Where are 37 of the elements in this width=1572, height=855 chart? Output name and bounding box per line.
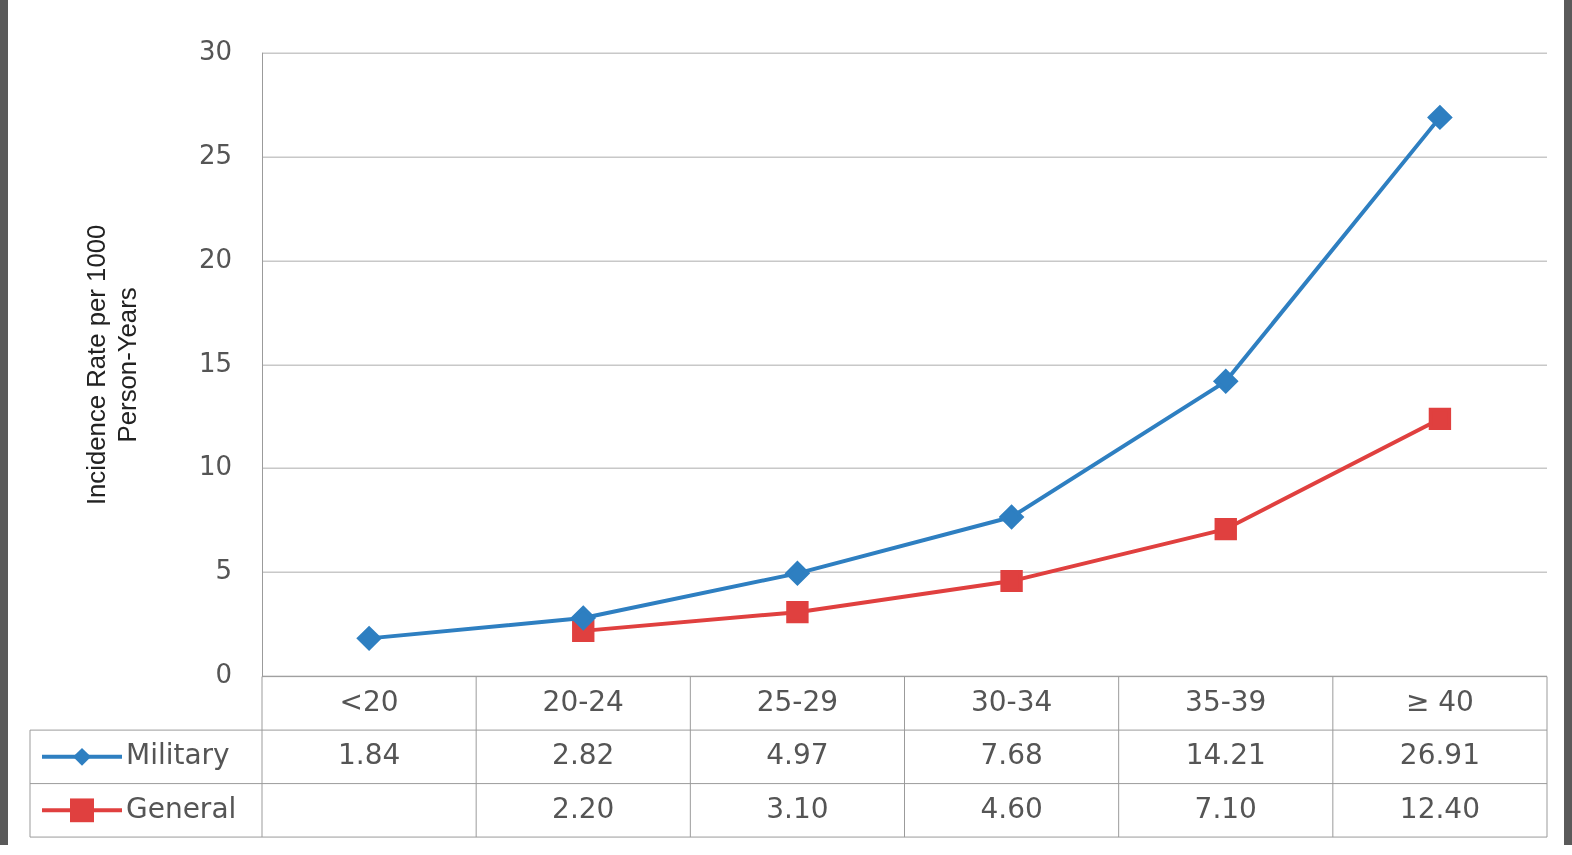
data-label: 2.82 bbox=[552, 738, 615, 772]
x-tick-label: 30-34 bbox=[970, 684, 1053, 718]
point bbox=[1214, 517, 1237, 541]
point bbox=[999, 505, 1024, 529]
legend-label: Military bbox=[126, 738, 230, 772]
y-tick-label: 30 bbox=[198, 35, 232, 66]
data-label: 12.40 bbox=[1399, 791, 1480, 825]
point bbox=[1428, 407, 1452, 431]
y-tick-label: 20 bbox=[198, 243, 232, 274]
x-tick-label: 25-29 bbox=[756, 684, 839, 718]
x-tick-label: 35-39 bbox=[1185, 684, 1267, 718]
y-tick-label: 15 bbox=[198, 347, 232, 378]
point bbox=[1000, 569, 1023, 593]
y-tick-label: 10 bbox=[198, 451, 232, 482]
y-tick-label: 5 bbox=[215, 555, 232, 586]
data-label: 14.21 bbox=[1185, 738, 1266, 772]
point bbox=[571, 606, 596, 630]
x-tick-label: 20-24 bbox=[542, 684, 624, 718]
data-label: 26.91 bbox=[1399, 738, 1480, 772]
y-tick-label: 0 bbox=[215, 659, 232, 690]
data-label: 3.10 bbox=[766, 791, 829, 825]
data-label: 4.97 bbox=[766, 738, 829, 772]
point bbox=[1213, 369, 1238, 394]
point bbox=[786, 601, 809, 624]
y-tick-label: 25 bbox=[198, 139, 232, 170]
data-label: 7.10 bbox=[1194, 791, 1257, 825]
point bbox=[1427, 105, 1452, 130]
data-label: 2.20 bbox=[552, 791, 615, 825]
x-tick-label: <20 bbox=[339, 684, 399, 718]
data-label: 1.84 bbox=[337, 738, 401, 772]
point bbox=[785, 561, 810, 586]
legend-label: General bbox=[126, 791, 237, 825]
y-axis-title: Incidence Rate per 1000 Person-Years bbox=[81, 224, 141, 506]
data-label: 4.60 bbox=[980, 791, 1043, 825]
data-label: 7.68 bbox=[980, 738, 1043, 772]
x-tick-label: ≥ 40 bbox=[1405, 684, 1474, 718]
point bbox=[357, 626, 382, 651]
